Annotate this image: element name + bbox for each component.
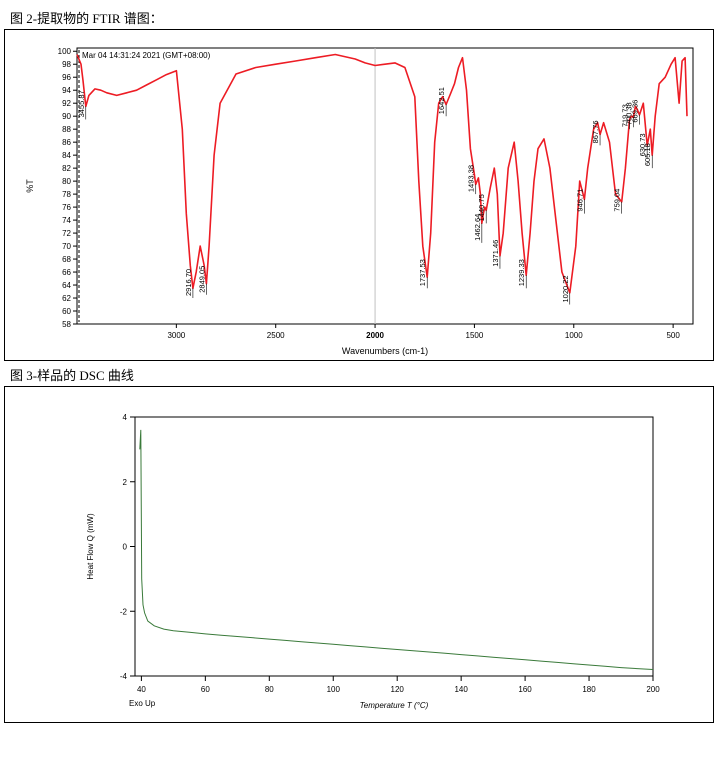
svg-text:98: 98 xyxy=(62,60,71,69)
svg-text:96: 96 xyxy=(62,73,71,82)
dsc-chart-panel: 40 60 80 100 120 140 160 180 200 -4 -2 0 2 4 Temperatu… xyxy=(4,386,714,723)
svg-text:62: 62 xyxy=(62,294,71,303)
svg-text:1000: 1000 xyxy=(565,331,583,340)
svg-text:78: 78 xyxy=(62,190,71,199)
svg-text:60: 60 xyxy=(201,685,210,694)
svg-text:3455.87: 3455.87 xyxy=(77,90,86,117)
svg-text:200: 200 xyxy=(646,685,660,694)
svg-text:605.18: 605.18 xyxy=(643,143,652,166)
svg-text:1239.33: 1239.33 xyxy=(517,259,526,286)
svg-text:1500: 1500 xyxy=(466,331,484,340)
svg-text:759.04: 759.04 xyxy=(613,189,622,212)
svg-text:2849.05: 2849.05 xyxy=(197,266,206,293)
svg-text:-4: -4 xyxy=(120,672,128,681)
svg-text:80: 80 xyxy=(265,685,274,694)
svg-text:76: 76 xyxy=(62,203,71,212)
svg-text:2000: 2000 xyxy=(366,331,384,340)
svg-text:1371.46: 1371.46 xyxy=(491,240,500,267)
svg-text:120: 120 xyxy=(391,685,405,694)
svg-text:92: 92 xyxy=(62,99,71,108)
svg-text:669.36: 669.36 xyxy=(630,100,639,123)
fig2-caption: 图 2-提取物的 FTIR 谱图： xyxy=(10,8,724,27)
svg-text:100: 100 xyxy=(58,47,72,56)
svg-text:1440.75: 1440.75 xyxy=(477,194,486,221)
svg-text:Heat Flow Q (mW): Heat Flow Q (mW) xyxy=(86,513,95,580)
svg-text:160: 160 xyxy=(518,685,532,694)
dsc-chart: 40 60 80 100 120 140 160 180 200 -4 -2 0 2 4 Temperatu… xyxy=(5,387,713,722)
svg-text:86: 86 xyxy=(62,138,71,147)
fig3-caption: 图 3-样品的 DSC 曲线 xyxy=(10,365,724,384)
svg-text:867.76: 867.76 xyxy=(591,120,600,143)
svg-text:Temperature T (°C): Temperature T (°C) xyxy=(360,701,429,710)
svg-text:70: 70 xyxy=(62,242,71,251)
svg-text:500: 500 xyxy=(666,331,680,340)
svg-text:88: 88 xyxy=(62,125,71,134)
svg-text:946.71: 946.71 xyxy=(575,189,584,212)
svg-text:3000: 3000 xyxy=(167,331,185,340)
svg-text:Mar 04 14:31:24 2021 (GMT+08:0: Mar 04 14:31:24 2021 (GMT+08:00) xyxy=(82,51,211,60)
svg-text:66: 66 xyxy=(62,268,71,277)
svg-text:68: 68 xyxy=(62,255,71,264)
svg-text:180: 180 xyxy=(582,685,596,694)
svg-text:4: 4 xyxy=(123,413,128,422)
svg-text:%T: %T xyxy=(25,179,35,193)
svg-text:82: 82 xyxy=(62,164,71,173)
svg-text:64: 64 xyxy=(62,281,71,290)
svg-text:74: 74 xyxy=(62,216,71,225)
svg-text:2: 2 xyxy=(123,478,128,487)
svg-text:94: 94 xyxy=(62,86,71,95)
svg-text:40: 40 xyxy=(137,685,146,694)
svg-text:0: 0 xyxy=(123,543,128,552)
svg-text:Wavenumbers (cm-1): Wavenumbers (cm-1) xyxy=(342,346,428,356)
svg-text:-2: -2 xyxy=(120,607,128,616)
svg-text:1642.51: 1642.51 xyxy=(437,87,446,114)
svg-text:72: 72 xyxy=(62,229,71,238)
svg-text:140: 140 xyxy=(454,685,468,694)
svg-text:2916.70: 2916.70 xyxy=(184,269,193,296)
svg-text:2500: 2500 xyxy=(267,331,285,340)
svg-text:84: 84 xyxy=(62,151,71,160)
ftir-chart: 58 60 62 64 66 68 70 72 74 76 78 80 82 84 86 88 90 92 94 96… xyxy=(5,30,713,360)
svg-text:1737.53: 1737.53 xyxy=(418,259,427,286)
svg-text:58: 58 xyxy=(62,320,71,329)
svg-text:100: 100 xyxy=(327,685,341,694)
svg-text:60: 60 xyxy=(62,307,71,316)
svg-text:Exo Up: Exo Up xyxy=(129,699,156,708)
svg-text:80: 80 xyxy=(62,177,71,186)
svg-text:90: 90 xyxy=(62,112,71,121)
svg-text:1493.38: 1493.38 xyxy=(467,165,476,192)
ftir-chart-panel: 58 60 62 64 66 68 70 72 74 76 78 80 82 84 86 88 90 92 94 96… xyxy=(4,29,714,361)
svg-text:1020.22: 1020.22 xyxy=(561,275,570,302)
